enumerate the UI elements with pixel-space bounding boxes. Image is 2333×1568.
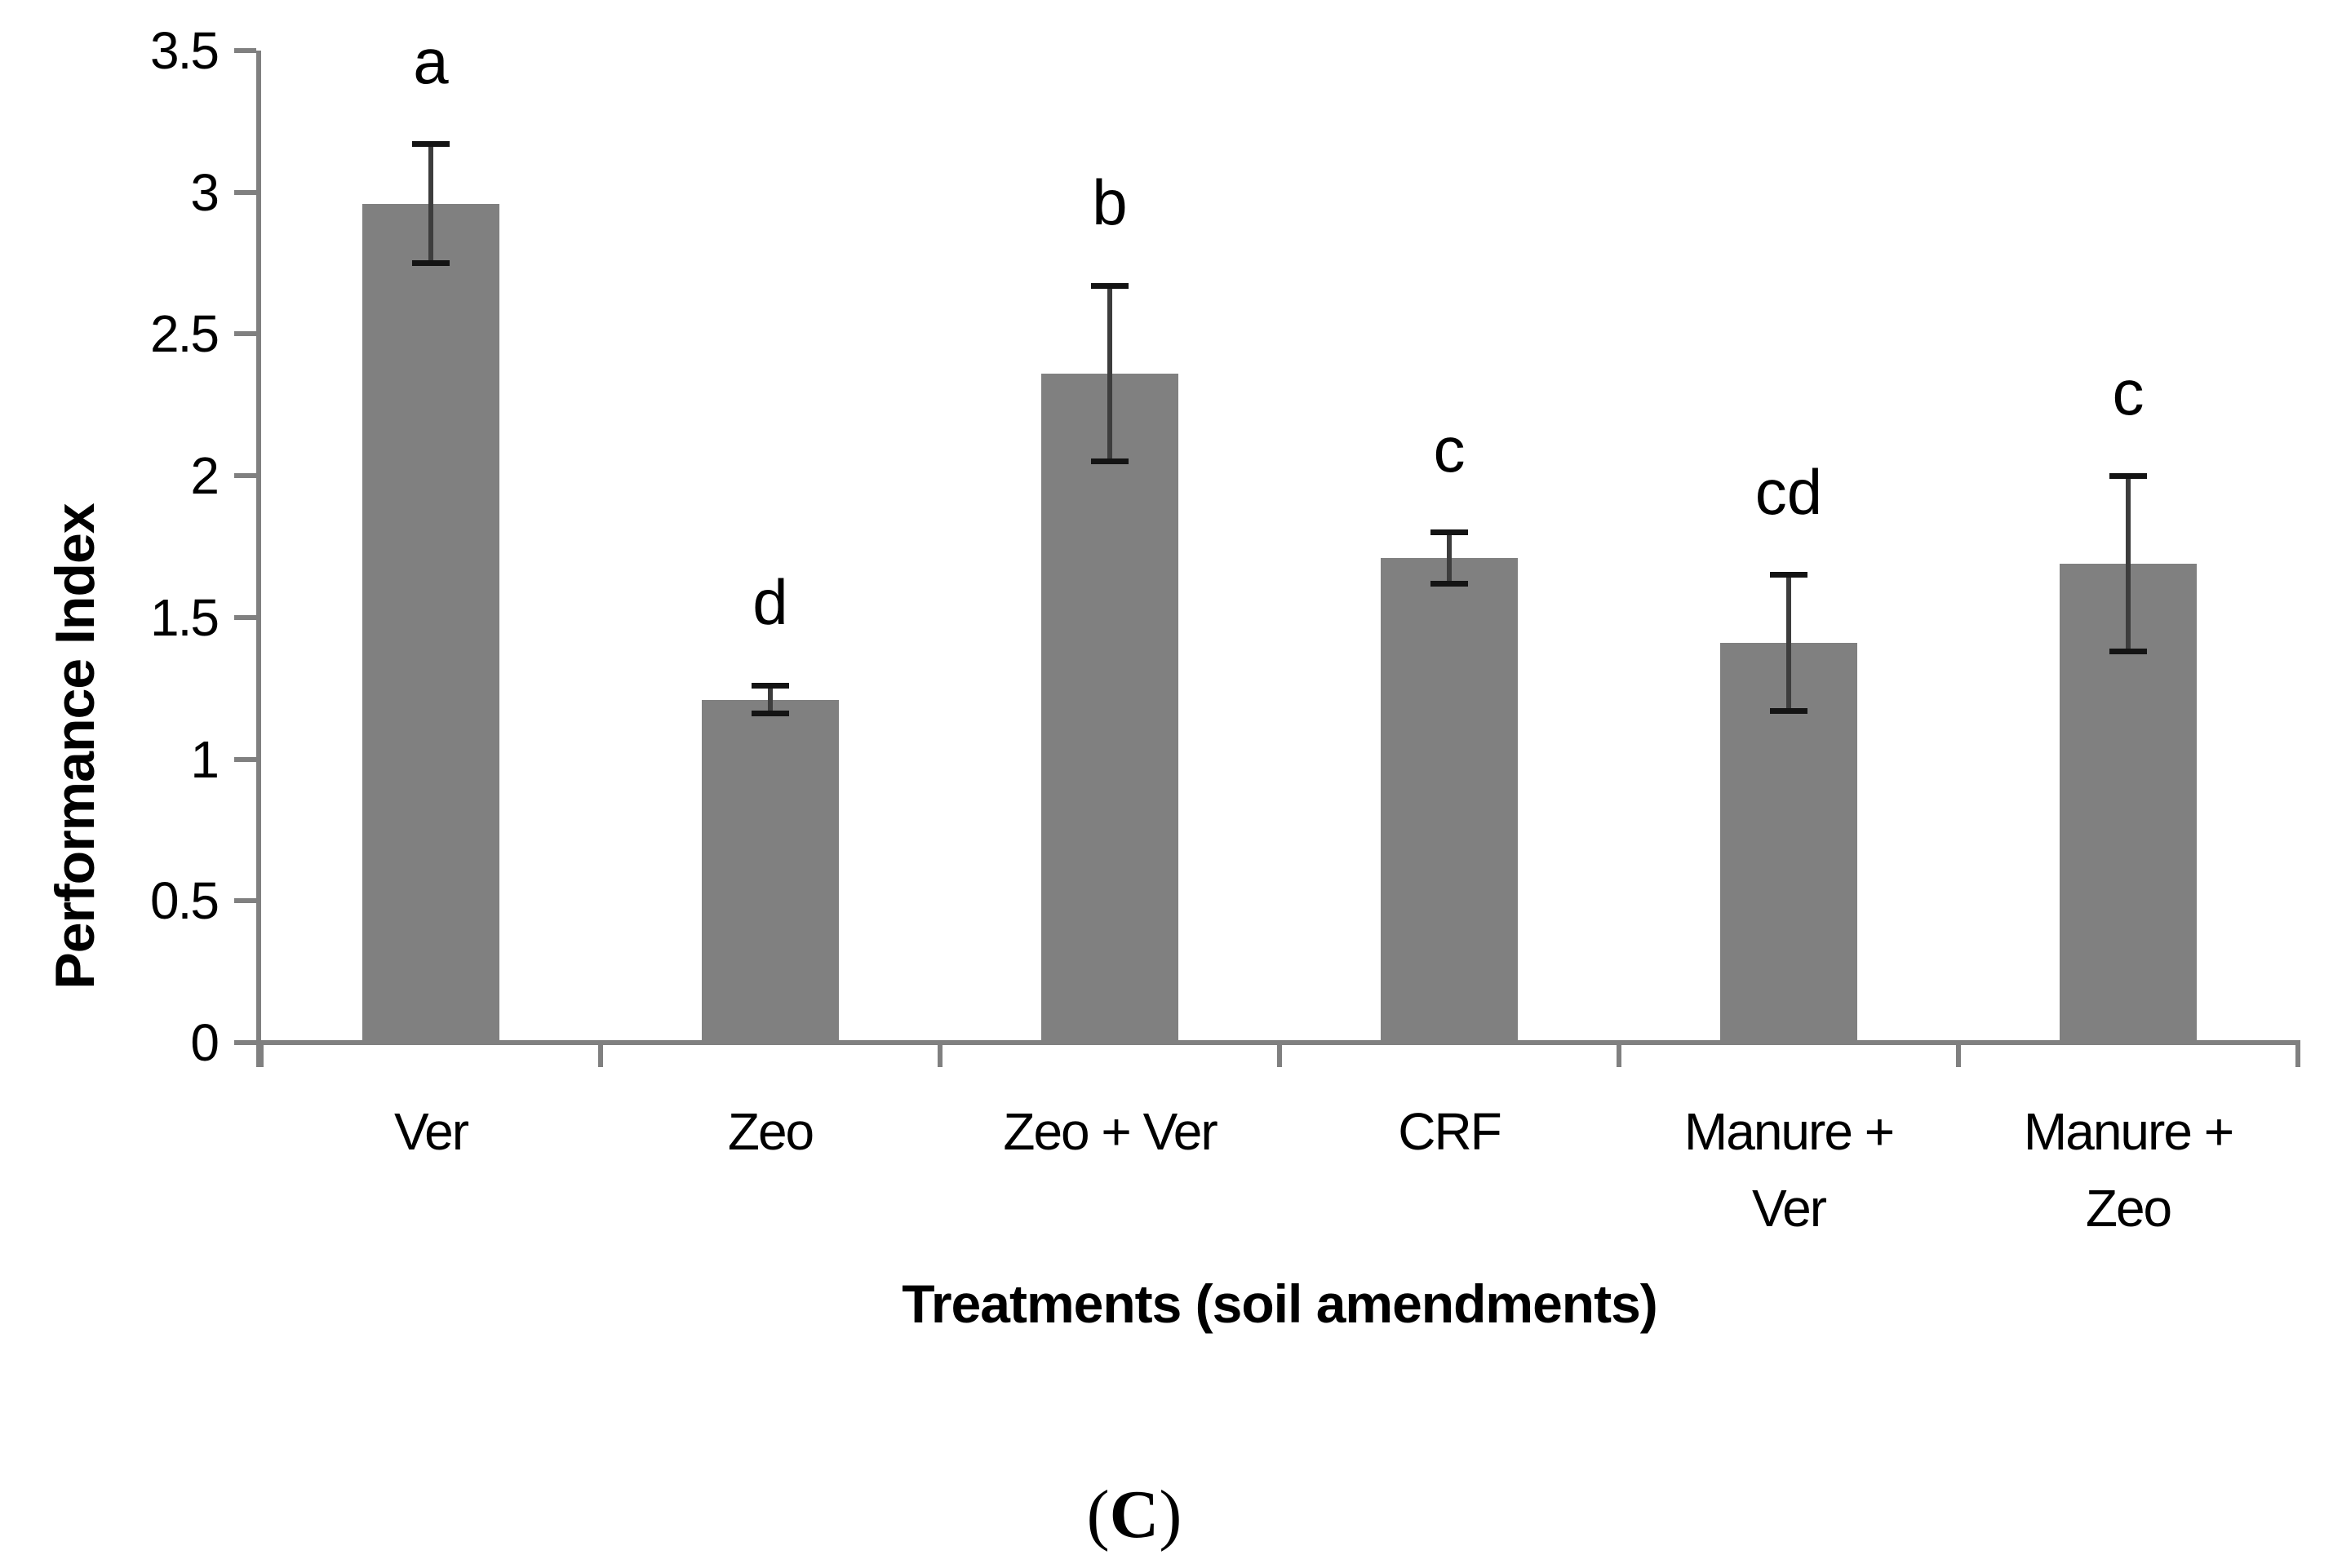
y-tick-label: 3 [190,162,220,222]
significance-letter: b [1092,166,1128,239]
category-label: Manure + Zeo [1958,1093,2298,1256]
y-tick [234,47,256,53]
y-tick-label: 2.5 [150,304,220,364]
category-label: Ver [261,1093,601,1256]
category-label: Zeo [601,1093,940,1256]
category-label-line: Manure + [1683,1102,1895,1161]
caption-letter: C [1109,1477,1160,1552]
y-axis-line [256,50,261,1067]
error-bar-cap-bottom [1091,458,1129,465]
category-label-line: Zeo [2085,1179,2172,1238]
category-label: Zeo + Ver [940,1093,1280,1256]
x-axis-title: Treatments (soil amendments) [902,1273,1658,1334]
error-bar-stem [1447,532,1452,584]
bar [362,203,499,1040]
error-bar-stem [2126,476,2131,652]
category-label-line: Zeo + Ver [1003,1102,1218,1161]
significance-letter: cd [1754,455,1823,528]
error-bar-cap-bottom [412,260,450,267]
error-bar-cap-top [412,141,450,148]
y-tick-label: 0.5 [150,871,220,931]
category-label-line: Ver [1751,1179,1827,1238]
significance-letter: c [2112,357,2144,429]
error-bar-cap-top [752,682,789,689]
x-tick [1617,1043,1621,1067]
x-tick [938,1043,943,1067]
bar [702,699,839,1040]
x-tick [2295,1043,2300,1067]
category-label-line: Zeo [727,1102,814,1161]
caption-paren-open: ( [1086,1477,1110,1552]
error-bar-stem [1786,574,1791,711]
x-tick [1956,1043,1961,1067]
figure-caption: (C) [261,1475,2007,1554]
y-tick [234,898,256,904]
bar [1041,374,1178,1040]
error-bar-stem [1107,286,1112,462]
y-tick-label: 1 [190,729,220,789]
category-label-line: Ver [393,1102,469,1161]
y-tick-label: 0 [190,1013,220,1072]
category-label-line: CRF [1398,1102,1502,1161]
significance-letter: d [752,566,788,639]
error-bar-cap-top [1091,282,1129,289]
y-tick-label: 2 [190,446,220,506]
category-label-line: Manure + [2023,1102,2234,1161]
y-tick [234,756,256,762]
x-tick [598,1043,603,1067]
x-tick [1277,1043,1282,1067]
category-label: CRF [1280,1093,1619,1256]
significance-letter: c [1433,413,1466,485]
error-bar-cap-bottom [2109,649,2147,655]
error-bar-stem [428,144,433,264]
error-bar-cap-top [2109,472,2147,479]
error-bar-cap-bottom [752,711,789,717]
y-tick-label: 1.5 [150,587,220,647]
category-label: Manure + Ver [1619,1093,1958,1256]
y-tick [234,189,256,195]
y-tick [234,614,256,620]
error-bar-cap-bottom [1770,708,1807,714]
y-tick [234,331,256,337]
x-tick [259,1043,264,1067]
error-bar-stem [768,685,773,714]
y-tick [234,473,256,479]
y-tick-label: 3.5 [150,20,220,80]
error-bar-cap-top [1770,572,1807,578]
error-bar-cap-bottom [1430,580,1468,587]
bar [1381,557,1518,1040]
error-bar-cap-top [1430,529,1468,536]
significance-letter: a [413,24,449,97]
y-tick [234,1040,256,1045]
caption-paren-close: ) [1159,1477,1182,1552]
